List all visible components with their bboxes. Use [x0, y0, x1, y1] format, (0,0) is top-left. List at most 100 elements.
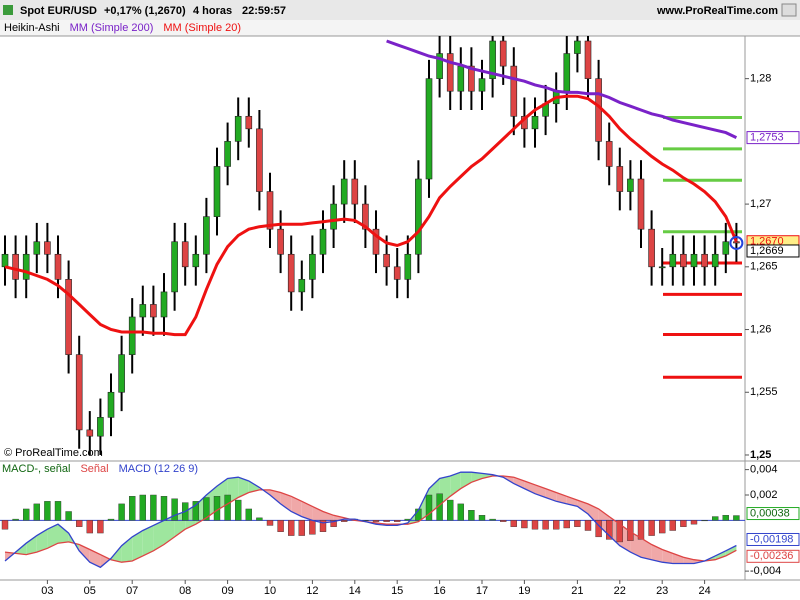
x-tick-label: 05 [84, 585, 96, 597]
last-value-label: 1,2753 [750, 132, 784, 144]
x-tick-label: 24 [698, 585, 710, 597]
histogram-bar [203, 497, 210, 521]
cross-fill [672, 553, 684, 564]
candle-body [415, 178, 422, 255]
y-tick-label: 1,26 [750, 323, 771, 335]
candle-body [701, 253, 708, 268]
histogram-bar [288, 520, 295, 536]
histogram-bar [606, 520, 613, 540]
candle-body [372, 228, 380, 255]
histogram-bar [330, 520, 337, 527]
candle-body [627, 178, 634, 192]
cross-fill [460, 472, 472, 489]
copyright: © ProRealTime.com [4, 447, 103, 459]
last-value-box [746, 549, 800, 563]
cross-fill [513, 477, 525, 489]
last-value-box [746, 507, 800, 521]
histogram-bar [627, 520, 634, 541]
candle-body [499, 40, 507, 67]
candle-body [637, 178, 645, 230]
cross-fill [301, 501, 313, 521]
histogram-bar [712, 516, 719, 521]
histogram-bar [75, 520, 83, 527]
header-time: 22:59:57 [242, 5, 286, 17]
candle-body [298, 279, 306, 293]
histogram-bar [12, 518, 19, 521]
last-value-box [746, 131, 800, 145]
candle-body [584, 40, 592, 79]
candle-body [669, 253, 677, 268]
cross-fill [291, 496, 302, 517]
histogram-bar [616, 520, 623, 543]
y-tick-label: 1,27 [750, 198, 771, 210]
histogram-bar [341, 520, 348, 522]
legend-bg [0, 463, 190, 475]
histogram-bar [160, 496, 168, 521]
histogram-bar [468, 510, 475, 521]
histogram-bar [425, 494, 433, 521]
histogram-bar [298, 520, 305, 536]
candle-body [383, 253, 390, 268]
candle-body [351, 178, 359, 205]
y-tick-label: 0,004 [750, 464, 778, 476]
histogram-bar [139, 494, 147, 521]
cross-fill [164, 515, 175, 545]
histogram-bar [65, 511, 72, 521]
candle-body [658, 266, 666, 269]
y-tick-label: 1,28 [750, 73, 771, 85]
candle-body [171, 241, 178, 293]
histogram-bar [542, 520, 549, 530]
candle-body [605, 141, 613, 167]
candle-body [224, 141, 231, 167]
candle-body [107, 391, 115, 418]
histogram-bar [447, 499, 454, 521]
last-value-label: 1,2669 [750, 245, 784, 257]
last-value-label: -0,00198 [750, 533, 793, 545]
candle-body [44, 241, 51, 255]
histogram-bar [659, 520, 666, 534]
header-bar [0, 0, 800, 20]
histogram-bar [733, 515, 740, 521]
cross-fill [683, 557, 694, 564]
candle-body [489, 40, 496, 79]
x-tick-label: 12 [306, 585, 318, 597]
histogram-bar [118, 503, 125, 521]
series-line [4, 471, 737, 569]
histogram-bar [690, 520, 698, 525]
histogram-bar [86, 520, 94, 534]
cross-fill [248, 481, 260, 493]
candle-body [309, 253, 316, 280]
candle-body [213, 166, 221, 217]
axes: 1,25 1,255 1,26 1,265 1,27 1,28 Heikin-Ashi MM … [0, 22, 800, 597]
histogram-bar [1, 520, 9, 530]
cross-fill [36, 529, 48, 553]
series-line [386, 39, 738, 139]
histogram-bar [553, 520, 560, 530]
histogram-bar [372, 520, 380, 522]
last-marker [729, 235, 744, 250]
candle-body [330, 203, 337, 230]
histogram-bar [150, 494, 157, 521]
legend-entry: Señal [80, 463, 108, 475]
candle-body [245, 115, 253, 130]
legend-entry: MACD (12 26 9) [119, 463, 198, 475]
y-tick-label: 1,255 [750, 386, 778, 398]
x-tick-label: 16 [433, 585, 445, 597]
candle-body [86, 429, 94, 437]
candle-body [711, 253, 719, 268]
cross-fill [26, 535, 37, 555]
candle-body [510, 65, 518, 117]
candle-body [680, 253, 687, 268]
histogram-bar [584, 520, 592, 531]
cross-fill [121, 536, 133, 563]
legend-entry: Heikin-Ashi [4, 22, 60, 34]
x-tick-label: 15 [391, 585, 403, 597]
window-button[interactable] [781, 3, 797, 17]
x-tick-label: 07 [126, 585, 138, 597]
candle-body [446, 53, 454, 92]
histogram-bar [383, 520, 390, 522]
header-icon [3, 5, 13, 15]
candle-body [574, 40, 581, 54]
histogram-bar [44, 501, 51, 521]
candle-body [54, 253, 62, 280]
